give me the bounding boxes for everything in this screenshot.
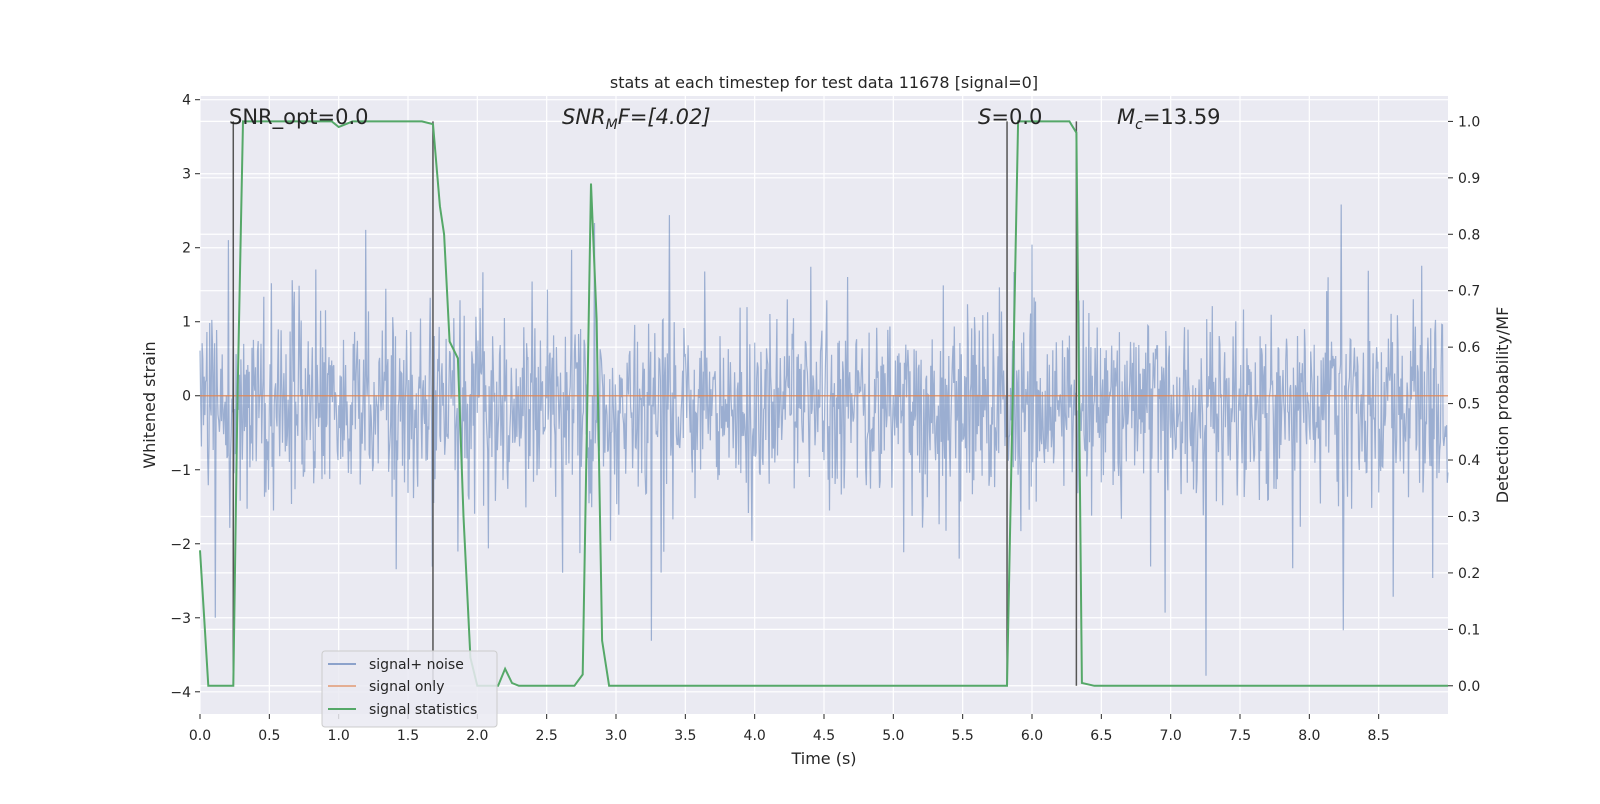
s-value: =0.0	[991, 105, 1042, 129]
mc-subscript: c	[1135, 117, 1143, 133]
y-tick-label: 2	[182, 241, 191, 257]
series-signal-statistics	[199, 120, 1448, 687]
x-tick-label: 1.0	[328, 728, 350, 744]
y2-tick-label: 0.8	[1458, 227, 1480, 243]
x-tick-label: 8.0	[1298, 728, 1320, 744]
y2-tick-label: 1.0	[1458, 114, 1480, 130]
y2-tick-label: 0.6	[1458, 340, 1480, 356]
annotation-snr-opt: SNR_opt=0.0	[229, 105, 369, 130]
x-tick-label: 6.5	[1090, 728, 1112, 744]
y-tick-label: 1	[182, 315, 191, 331]
x-tick-label: 5.5	[952, 728, 974, 744]
snr-mf-subscript: M	[606, 117, 618, 133]
mc-prefix: M	[1117, 105, 1135, 129]
legend-frame	[321, 650, 498, 728]
y2-tick-label: 0.2	[1458, 566, 1480, 582]
y2-tick-label: 0.0	[1458, 679, 1480, 695]
y2-tick-label: 0.5	[1458, 397, 1480, 413]
y2-axis-label: Detection probability/MF	[1493, 307, 1512, 504]
y-tick-labels: −4 −3 −2 −1 0 1 2 3 4	[170, 93, 200, 701]
y2-tick-label: 0.1	[1458, 622, 1480, 638]
x-tick-labels: 0.0 0.5 1.0 1.5 2.0 2.5 3.0 3.5 4.0 4.5 5.0 5.5 6.0 6…	[189, 714, 1390, 744]
y2-tick-labels: 0.0 0.1 0.2 0.3 0.4 0.5 0.6 0.7 0.8 0.9 1.0	[1448, 114, 1480, 695]
x-tick-label: 5.0	[882, 728, 904, 744]
y-tick-label: 3	[182, 167, 191, 183]
legend-label-signal-only: signal only	[369, 679, 444, 695]
x-tick-label: 3.0	[605, 728, 627, 744]
legend-label-signal-noise: signal+ noise	[369, 657, 464, 673]
mc-value: =13.59	[1143, 105, 1221, 129]
y-tick-label: −2	[170, 537, 191, 553]
y-tick-label: −4	[170, 685, 191, 701]
x-tick-label: 3.5	[674, 728, 696, 744]
chart-title: stats at each timestep for test data 116…	[610, 73, 1038, 92]
annotation-s: S=0.0	[978, 105, 1042, 129]
x-tick-label: 8.5	[1368, 728, 1390, 744]
x-axis-label: Time (s)	[790, 749, 856, 768]
y2-tick-label: 0.3	[1458, 509, 1480, 525]
x-tick-label: 1.5	[397, 728, 419, 744]
annotation-snr-mf: SNRMF=[4.02]	[562, 105, 711, 133]
y2-tick-label: 0.4	[1458, 453, 1480, 469]
x-tick-label: 0.5	[258, 728, 280, 744]
y-tick-label: 0	[182, 389, 191, 405]
x-tick-label: 6.0	[1021, 728, 1043, 744]
x-tick-label: 0.0	[189, 728, 211, 744]
x-tick-label: 4.0	[744, 728, 766, 744]
y-tick-label: −3	[170, 611, 191, 627]
legend-label-signal-statistics: signal statistics	[369, 702, 477, 718]
x-tick-label: 2.5	[536, 728, 558, 744]
annotation-mc: Mc=13.59	[1117, 105, 1221, 133]
s-label: S	[978, 105, 991, 129]
x-tick-label: 4.5	[813, 728, 835, 744]
snr-mf-suffix: F=[4.02]	[618, 105, 711, 129]
x-tick-label: 2.0	[466, 728, 488, 744]
y-tick-label: −1	[170, 463, 191, 479]
noise-trace	[199, 204, 1449, 676]
y-tick-label: 4	[182, 93, 191, 109]
legend: signal+ noise signal only signal statist…	[321, 650, 498, 728]
series-signal-noise	[199, 204, 1449, 676]
snr-mf-prefix: SNR	[562, 105, 606, 129]
y-axis-label: Whitened strain	[140, 341, 159, 468]
x-tick-label: 7.5	[1229, 728, 1251, 744]
y2-tick-label: 0.9	[1458, 171, 1480, 187]
y2-tick-label: 0.7	[1458, 284, 1480, 300]
x-tick-label: 7.0	[1160, 728, 1182, 744]
